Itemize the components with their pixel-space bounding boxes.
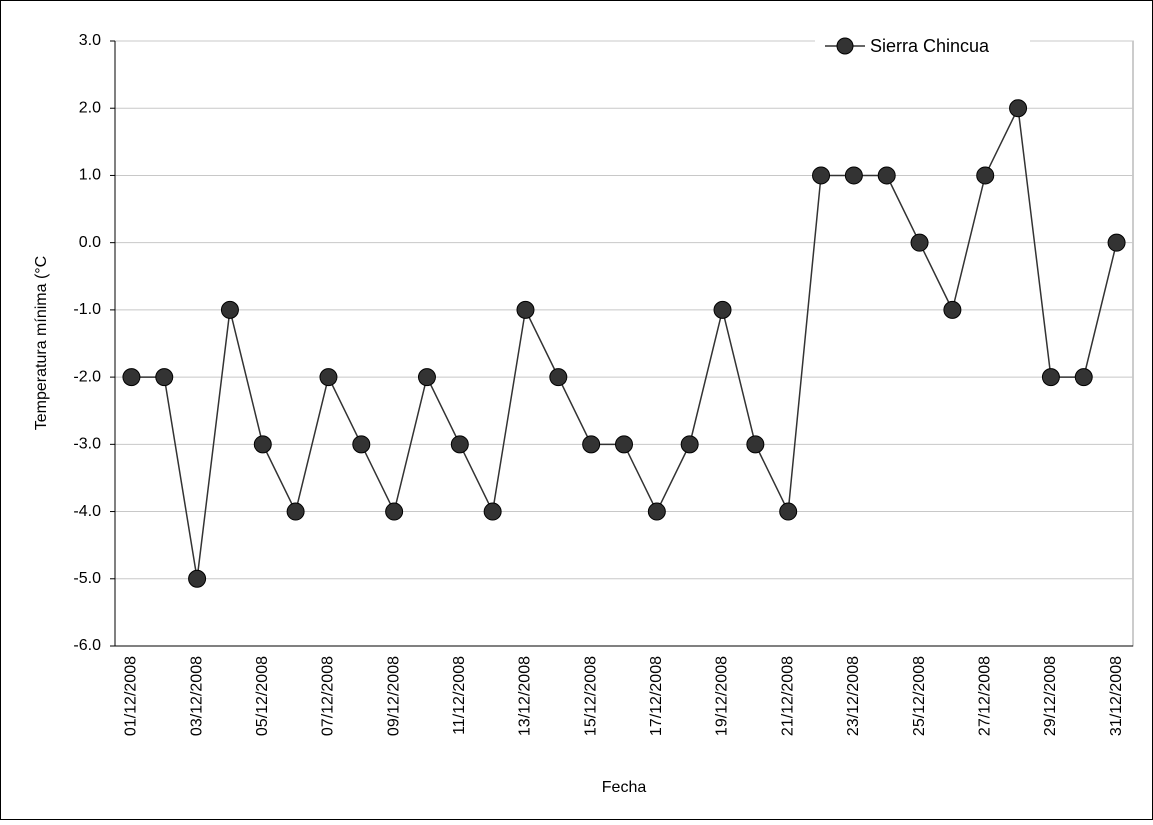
plot-area <box>114 40 1134 647</box>
x-tick-label: 09/12/2008 <box>385 656 402 736</box>
x-tick-label: 07/12/2008 <box>320 656 337 736</box>
x-tick-label: 31/12/2008 <box>1108 656 1125 736</box>
x-tick-label: 15/12/2008 <box>582 656 599 736</box>
data-point <box>352 435 371 454</box>
y-tick-label: 2.0 <box>79 99 101 116</box>
data-point <box>253 435 272 454</box>
data-point <box>976 166 995 185</box>
x-tick-label: 27/12/2008 <box>976 656 993 736</box>
x-tick-label: 11/12/2008 <box>451 656 468 735</box>
y-tick-label: 1.0 <box>79 167 101 184</box>
data-point <box>615 435 633 454</box>
x-tick-label: 29/12/2008 <box>1042 656 1059 736</box>
data-point <box>319 368 338 387</box>
data-point <box>220 300 239 319</box>
y-tick-label: -2.0 <box>73 368 101 385</box>
legend-marker <box>836 37 854 55</box>
data-point <box>122 368 141 387</box>
x-tick-label: 21/12/2008 <box>779 656 796 736</box>
data-point <box>155 368 174 387</box>
y-tick-label: 0.0 <box>79 234 101 251</box>
y-tick-label: -1.0 <box>73 301 101 318</box>
x-tick-label: 23/12/2008 <box>845 656 862 736</box>
data-point <box>680 435 699 454</box>
data-point <box>450 435 469 454</box>
y-axis-label: Temperatura mínima (°C <box>33 256 50 430</box>
y-tick-label: -3.0 <box>73 436 101 453</box>
x-tick-label: 25/12/2008 <box>911 656 928 736</box>
data-point <box>943 300 962 319</box>
data-point <box>417 368 436 387</box>
legend-label: Sierra Chincua <box>870 36 990 56</box>
data-point <box>1107 233 1126 252</box>
x-tick-label: 03/12/2008 <box>188 656 205 736</box>
y-tick-label: -4.0 <box>73 503 101 520</box>
data-point <box>188 569 207 588</box>
x-tick-label: 13/12/2008 <box>517 656 534 736</box>
x-tick-label: 05/12/2008 <box>254 656 271 736</box>
data-point <box>385 502 404 521</box>
data-point <box>549 368 568 387</box>
data-point <box>844 166 863 185</box>
data-point <box>1041 368 1060 387</box>
data-point <box>582 435 601 454</box>
data-point <box>746 435 765 454</box>
y-tick-label: -5.0 <box>73 570 101 587</box>
x-tick-label: 01/12/2008 <box>123 656 140 736</box>
y-tick-label: 3.0 <box>79 32 101 49</box>
data-point <box>812 166 831 185</box>
data-point <box>779 502 798 521</box>
x-tick-label: 17/12/2008 <box>648 656 665 736</box>
x-axis-label: Fecha <box>602 779 647 796</box>
data-point <box>516 300 535 319</box>
y-tick-label: -6.0 <box>73 637 101 654</box>
data-point <box>647 502 666 521</box>
data-point <box>713 300 732 319</box>
data-point <box>1074 368 1093 387</box>
data-point <box>877 166 896 185</box>
data-point <box>910 233 929 252</box>
data-point <box>483 502 502 521</box>
data-point <box>286 502 305 521</box>
data-point <box>1009 99 1028 118</box>
x-tick-label: 19/12/2008 <box>714 656 731 736</box>
